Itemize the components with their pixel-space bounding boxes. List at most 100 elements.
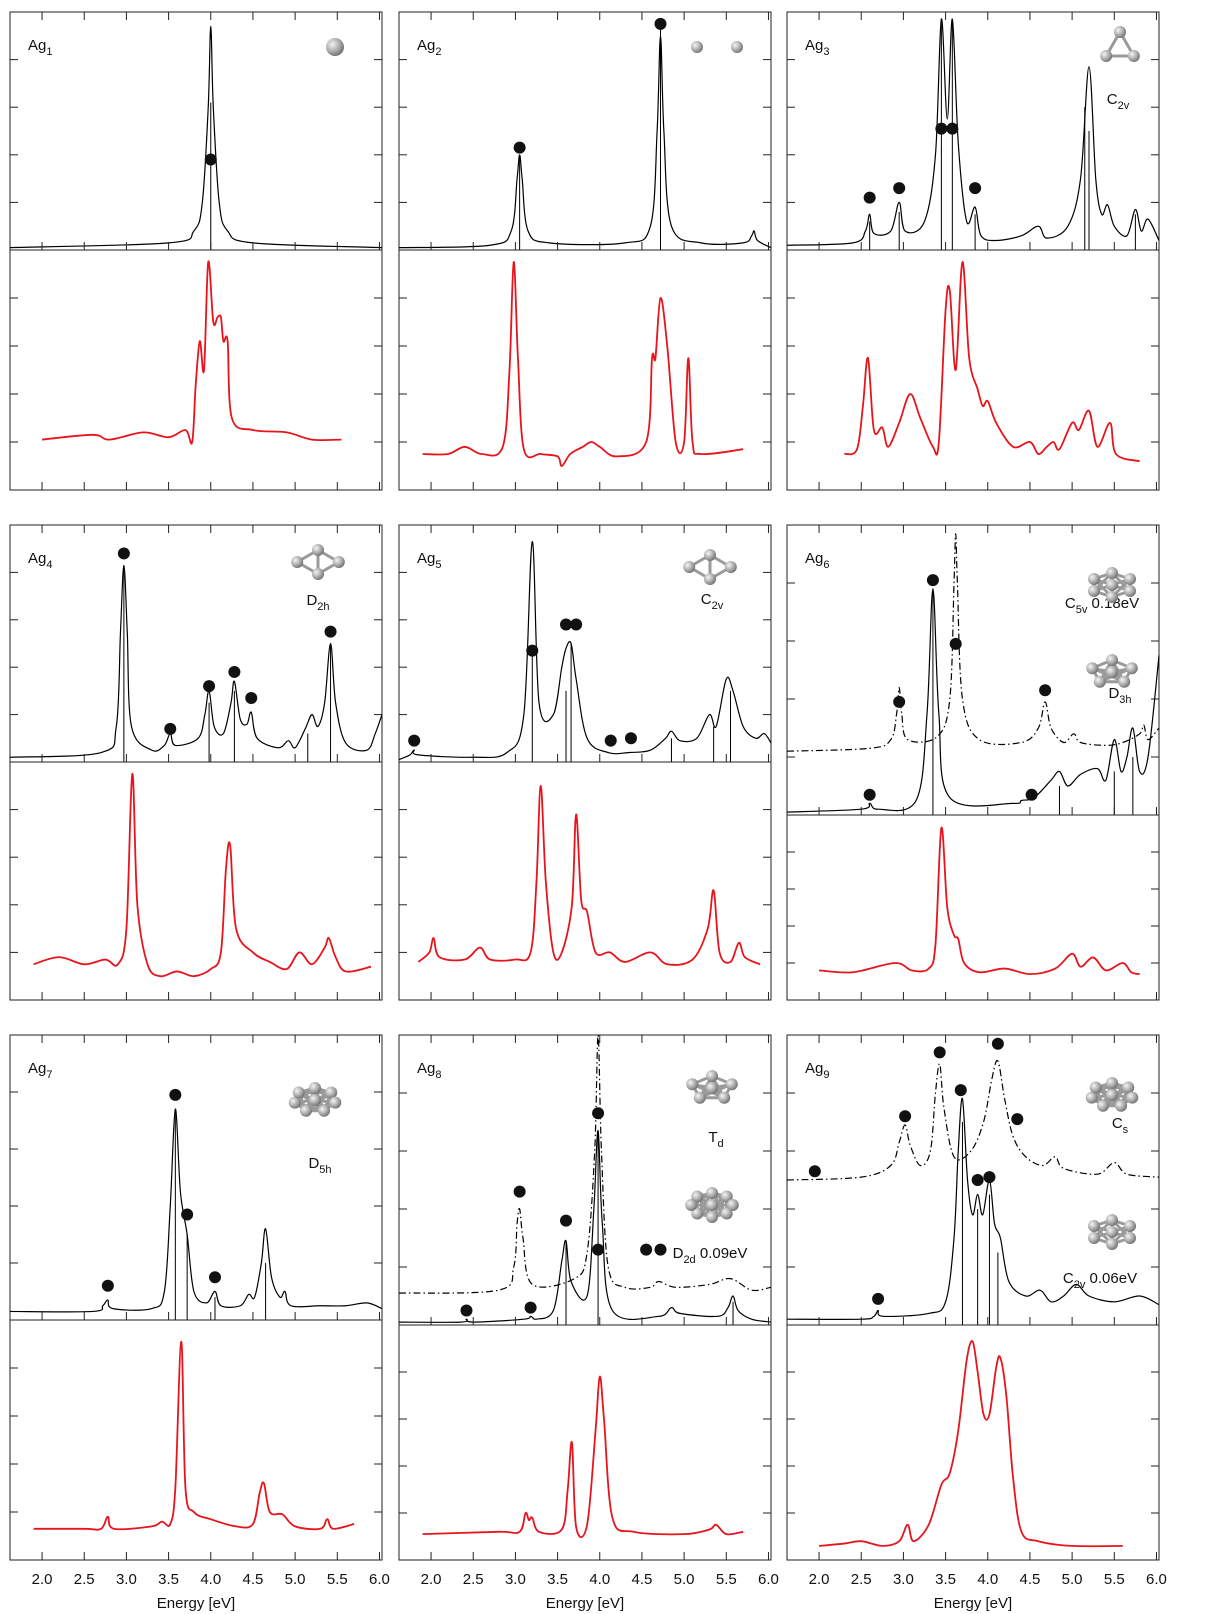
atom xyxy=(683,561,696,573)
atom xyxy=(1093,675,1106,688)
peak-marker xyxy=(654,1243,667,1256)
symmetry-label: Td xyxy=(708,1129,723,1150)
peak-marker xyxy=(560,1214,573,1227)
atom xyxy=(1106,666,1118,678)
cluster-icon xyxy=(685,1187,739,1223)
peak-marker xyxy=(654,17,667,30)
atom xyxy=(1086,662,1099,675)
theory-curve xyxy=(398,1034,772,1294)
cluster-icon xyxy=(1087,1214,1137,1250)
cluster-icon xyxy=(686,1070,738,1104)
theory-curve xyxy=(786,588,1160,813)
theory-curve xyxy=(9,564,383,758)
atom xyxy=(706,1082,718,1094)
experiment-curve xyxy=(844,261,1140,463)
atom xyxy=(1122,1081,1135,1094)
experiment-curve xyxy=(33,1340,355,1531)
x-tick-label: 3.0 xyxy=(893,1571,914,1588)
atom xyxy=(1087,585,1100,597)
x-axis-label: Energy [eV] xyxy=(546,1595,624,1612)
atom xyxy=(691,1207,704,1220)
panel-frame xyxy=(9,1319,383,1561)
panel-frame xyxy=(9,249,383,491)
peak-marker xyxy=(954,1084,967,1097)
symmetry-label: Cs xyxy=(1112,1115,1129,1136)
atom xyxy=(1087,573,1100,585)
peak-marker xyxy=(808,1165,821,1178)
panel-frame xyxy=(786,814,1160,1001)
x-tick-label: 5.0 xyxy=(674,1571,695,1588)
panel-title: Ag7 xyxy=(28,1060,52,1081)
peak-marker xyxy=(1039,684,1052,697)
x-tick-label: 4.5 xyxy=(632,1571,653,1588)
x-tick-label: 6.0 xyxy=(758,1571,779,1588)
atom xyxy=(1106,1077,1118,1089)
cluster-icon xyxy=(291,544,345,580)
peak-marker xyxy=(169,1088,182,1101)
theory-curve xyxy=(786,1059,1160,1181)
experiment-curve xyxy=(422,1375,744,1538)
atom xyxy=(288,1096,301,1109)
atom xyxy=(686,1078,699,1091)
symmetry-label: C5v 0.18eV xyxy=(1065,595,1139,616)
experiment-curve xyxy=(818,1340,1123,1548)
atom xyxy=(1096,1099,1109,1112)
atom xyxy=(299,1104,312,1117)
peak-marker xyxy=(893,695,906,708)
peak-marker xyxy=(245,692,258,705)
atom xyxy=(725,1078,738,1091)
peak-marker xyxy=(899,1110,912,1123)
symmetry-label: D5h xyxy=(308,1155,331,1176)
x-tick-label: 3.5 xyxy=(158,1571,179,1588)
atom xyxy=(1106,591,1118,603)
peak-marker xyxy=(969,182,982,195)
peak-marker xyxy=(101,1279,114,1292)
peak-marker xyxy=(208,1271,221,1284)
atom xyxy=(325,1086,338,1099)
symmetry-label: C2v xyxy=(1107,91,1130,112)
atom xyxy=(291,556,304,568)
panel-title: Ag4 xyxy=(28,550,52,571)
x-tick-label: 4.0 xyxy=(589,1571,610,1588)
peak-marker xyxy=(1025,788,1038,801)
peak-marker xyxy=(117,547,130,560)
x-tick-label: 2.0 xyxy=(32,1571,53,1588)
atom xyxy=(706,1187,718,1199)
theory-curve xyxy=(9,25,383,249)
atom xyxy=(1115,1099,1128,1112)
atom xyxy=(1106,1089,1118,1101)
atom xyxy=(292,1086,305,1099)
atom xyxy=(1106,579,1118,591)
panel-frame xyxy=(398,249,772,491)
atom xyxy=(731,41,743,53)
peak-marker xyxy=(181,1208,194,1221)
atom xyxy=(1126,1091,1139,1104)
atom xyxy=(685,1199,698,1211)
x-tick-label: 3.0 xyxy=(116,1571,137,1588)
peak-marker xyxy=(949,637,962,650)
x-tick-label: 4.5 xyxy=(243,1571,264,1588)
panel-frame xyxy=(786,249,1160,491)
peak-marker xyxy=(324,625,337,638)
atom xyxy=(329,1096,342,1109)
x-tick-label: 4.0 xyxy=(200,1571,221,1588)
theory-curve xyxy=(398,1130,772,1323)
x-tick-label: 2.5 xyxy=(463,1571,484,1588)
panel-title: Ag3 xyxy=(805,37,829,58)
atom xyxy=(1114,26,1126,38)
cluster-icon xyxy=(1100,26,1140,62)
atom xyxy=(691,41,703,53)
peak-marker xyxy=(524,1301,537,1314)
peak-marker xyxy=(983,1171,996,1184)
atom xyxy=(1124,585,1137,597)
cluster-icon xyxy=(1087,567,1137,603)
x-tick-label: 6.0 xyxy=(369,1571,390,1588)
atom xyxy=(1118,675,1131,688)
symmetry-label: D2h xyxy=(306,592,329,613)
panel-frame xyxy=(398,761,772,1001)
peak-marker xyxy=(863,788,876,801)
atom xyxy=(1106,654,1118,666)
experiment-curve xyxy=(417,784,761,966)
x-tick-label: 2.0 xyxy=(421,1571,442,1588)
x-tick-label: 3.5 xyxy=(547,1571,568,1588)
